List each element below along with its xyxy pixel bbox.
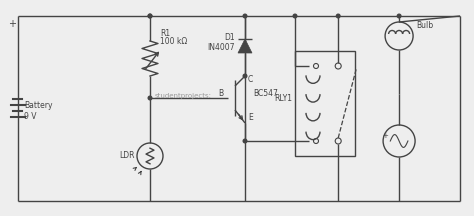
Polygon shape [238, 39, 252, 53]
Circle shape [148, 14, 152, 18]
Text: RLY1: RLY1 [274, 94, 292, 103]
Circle shape [397, 14, 401, 18]
Text: R1: R1 [160, 29, 170, 38]
Circle shape [243, 74, 247, 78]
Text: Bulb: Bulb [416, 22, 433, 30]
Circle shape [293, 14, 297, 18]
Text: studentprojects:: studentprojects: [155, 93, 212, 99]
Text: E: E [248, 113, 253, 122]
Text: D1: D1 [224, 33, 235, 43]
Circle shape [148, 96, 152, 100]
Bar [295, 51, 355, 156]
Text: IN4007: IN4007 [208, 43, 235, 52]
Text: +: + [8, 19, 16, 29]
Circle shape [337, 14, 340, 18]
Text: B: B [218, 89, 223, 98]
Text: LDR: LDR [119, 151, 135, 160]
Text: 100 kΩ: 100 kΩ [160, 38, 187, 46]
Circle shape [243, 14, 247, 18]
Text: C: C [248, 76, 253, 84]
Text: +: + [382, 133, 388, 139]
Text: Battery
9 V: Battery 9 V [24, 101, 53, 121]
Circle shape [148, 14, 152, 18]
Circle shape [243, 139, 247, 143]
Text: BC547: BC547 [253, 89, 278, 97]
